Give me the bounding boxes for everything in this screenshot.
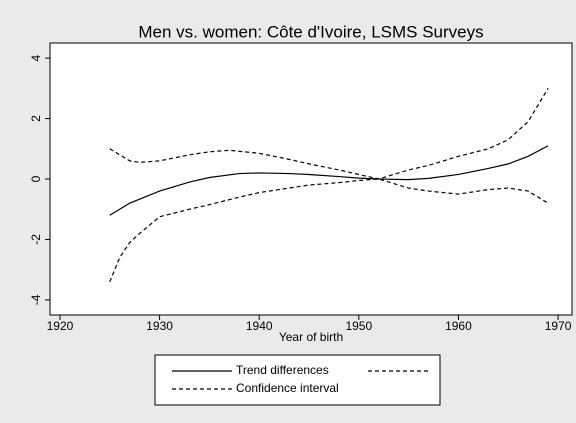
series-line [109,145,549,216]
legend-label: Confidence interval [236,381,339,395]
x-tick-label: 1930 [146,319,173,333]
series-line [109,88,549,180]
y-tick-label: 0 [29,175,43,182]
legend-label: Trend differences [236,363,329,377]
x-tick-label: 1920 [47,319,74,333]
y-tick-label: -2 [29,234,43,245]
chart-title: Men vs. women: Côte d'Ivoire, LSMS Surve… [138,22,483,41]
y-tick-label: -4 [29,294,43,305]
x-tick-label: 1940 [246,319,273,333]
legend [154,354,441,406]
plot-area [49,42,573,316]
y-tick-label: 2 [29,115,43,122]
x-tick-label: 1970 [545,319,572,333]
x-axis-label: Year of birth [279,330,343,344]
x-tick-label: 1950 [345,319,372,333]
x-tick-label: 1960 [445,319,472,333]
series-line [109,178,549,282]
y-tick-label: 4 [29,54,43,61]
